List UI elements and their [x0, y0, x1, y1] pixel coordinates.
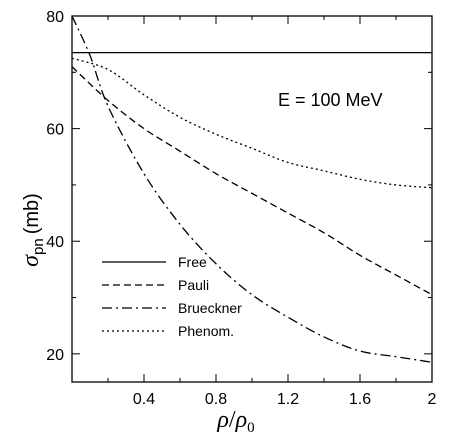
legend-label-free: Free: [178, 254, 207, 270]
x-axis-slash: /: [229, 407, 236, 433]
legend-label-brueckner: Brueckner: [178, 300, 242, 316]
y-tick-label: 80: [46, 9, 64, 26]
y-tick-label: 60: [46, 122, 64, 139]
y-axis-label: σpn (mb): [18, 193, 47, 267]
annotation-energy: E = 100 MeV: [278, 90, 383, 110]
x-tick-label: 1.6: [349, 391, 371, 408]
x-axis-numerator: ρ: [216, 407, 229, 433]
x-axis-denominator-sub: 0: [247, 420, 255, 436]
series-line-phenom: [72, 57, 432, 189]
y-axis-unit: (mb): [21, 193, 43, 234]
plot-frame: [71, 15, 433, 383]
y-axis-subscript: pn: [30, 238, 47, 255]
y-tick-label: 40: [46, 234, 64, 251]
x-tick-label: 2: [428, 391, 437, 408]
axis-ticks: [72, 15, 433, 382]
series-line-pauli: [72, 66, 432, 296]
legend-label-phenom: Phenom.: [178, 323, 234, 339]
y-tick-label: 20: [46, 347, 64, 364]
x-tick-label: 0.4: [133, 391, 155, 408]
x-tick-label: 0.8: [205, 391, 227, 408]
x-axis-denominator: ρ: [235, 407, 248, 433]
tick-labels: 0.4 0.8 1.2 1.6 2 20 40 60 80: [46, 9, 436, 408]
legend: Free Pauli Brueckner Phenom.: [102, 254, 242, 339]
series-line-brueckner: [72, 16, 432, 363]
legend-label-pauli: Pauli: [178, 277, 209, 293]
x-axis-label: ρ/ρ0: [216, 407, 254, 436]
y-axis-symbol: σ: [18, 254, 44, 267]
plot-lines: [72, 16, 432, 363]
x-tick-label: 1.2: [277, 391, 299, 408]
svg-text:σpn(mb): σpn (mb): [18, 193, 47, 267]
svg-text:ρ/ρ0: ρ/ρ0: [216, 407, 254, 436]
